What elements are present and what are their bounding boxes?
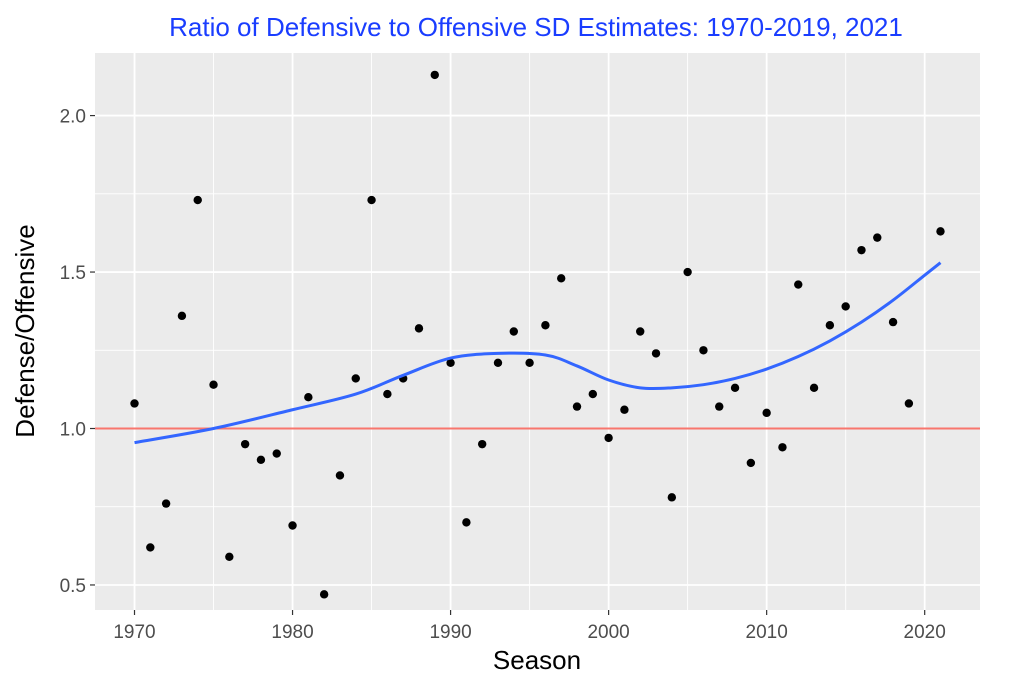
y-tick-label: 1.0 <box>60 420 86 441</box>
data-point <box>888 317 898 327</box>
data-point <box>873 233 882 242</box>
data-point <box>904 399 914 408</box>
data-point <box>604 433 613 443</box>
data-point <box>351 374 360 383</box>
x-tick-label: 2010 <box>746 622 788 643</box>
data-point <box>319 590 329 599</box>
data-point <box>667 493 677 502</box>
x-axis-title: Season <box>493 645 581 675</box>
data-point <box>620 405 629 414</box>
y-tick-label: 0.5 <box>60 576 86 597</box>
data-points <box>130 70 945 599</box>
data-point <box>462 518 471 527</box>
data-point <box>304 393 313 402</box>
data-point <box>146 543 155 552</box>
chart-title: Ratio of Defensive to Offensive SD Estim… <box>169 12 903 42</box>
data-point <box>525 358 534 367</box>
y-tick-label: 1.5 <box>60 263 86 284</box>
data-point <box>161 499 171 508</box>
smooth-trend-line <box>134 261 942 445</box>
data-point <box>746 458 756 468</box>
data-point <box>794 280 803 289</box>
plot-panel <box>95 53 980 610</box>
data-point <box>288 521 297 530</box>
y-axis-title: Defense/Offensive <box>10 224 40 437</box>
data-point <box>683 267 692 277</box>
data-point <box>557 274 566 283</box>
data-point <box>383 389 392 399</box>
data-point <box>588 389 598 399</box>
data-point <box>541 321 550 330</box>
data-point <box>177 311 187 321</box>
x-tick-label: 2020 <box>904 622 946 643</box>
data-point <box>825 321 835 330</box>
data-point <box>509 327 518 336</box>
data-point <box>699 346 708 355</box>
data-point <box>715 402 724 411</box>
data-point <box>730 383 740 393</box>
y-axis: 0.5 1.0 1.5 2.0 <box>60 107 95 597</box>
data-point <box>272 449 281 458</box>
data-point <box>493 358 503 367</box>
data-point <box>446 358 455 367</box>
data-point <box>651 349 661 358</box>
data-point <box>430 70 439 80</box>
x-axis: 1970 1980 1990 2000 2010 2020 <box>113 610 946 643</box>
data-point <box>477 439 487 449</box>
data-point <box>809 383 819 393</box>
data-point <box>367 195 376 205</box>
x-tick-label: 1990 <box>429 622 471 643</box>
data-point <box>636 327 645 336</box>
x-tick-label: 1980 <box>271 622 313 643</box>
grid-minor <box>95 53 980 610</box>
data-point <box>414 324 424 333</box>
data-point <box>778 443 787 452</box>
data-point <box>762 408 771 418</box>
data-point <box>572 402 582 411</box>
data-point <box>256 455 266 464</box>
data-point <box>209 380 218 389</box>
data-point <box>857 245 866 255</box>
data-point <box>130 399 139 408</box>
data-point <box>841 302 850 311</box>
data-point <box>193 195 202 205</box>
data-point <box>936 227 945 236</box>
x-tick-label: 1970 <box>113 622 155 643</box>
data-point <box>225 552 234 562</box>
data-point <box>240 439 250 449</box>
x-tick-label: 2000 <box>587 622 629 643</box>
y-tick-label: 2.0 <box>60 107 86 128</box>
data-point <box>335 471 345 480</box>
